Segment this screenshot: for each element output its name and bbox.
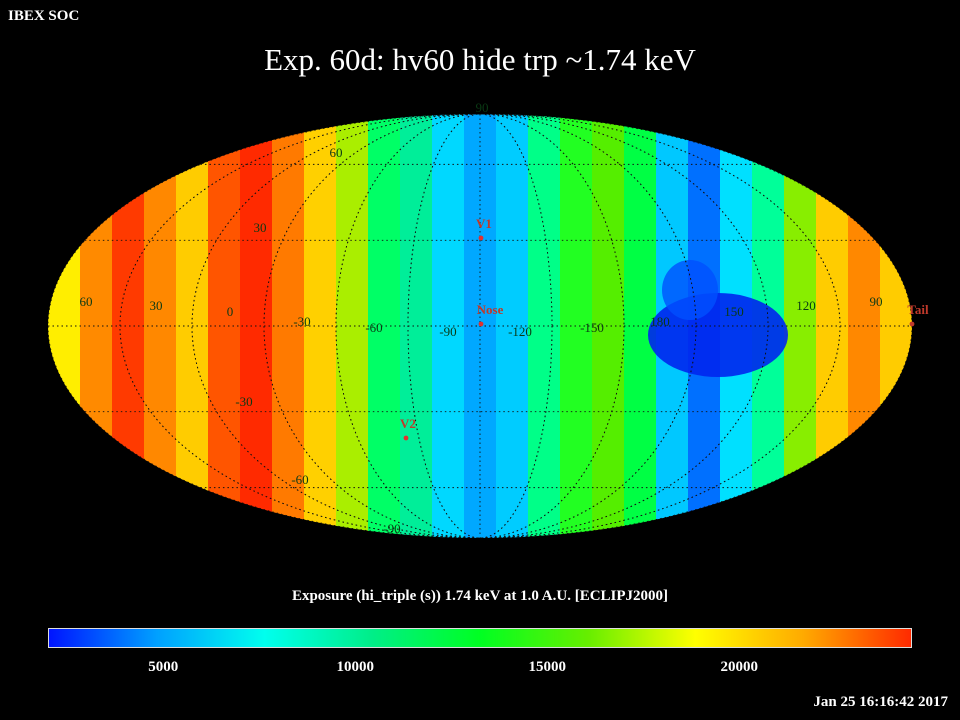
colorbar-label: Exposure (hi_triple (s)) 1.74 keV at 1.0… [291, 588, 669, 604]
latitude-label: 30 [254, 220, 267, 235]
longitude-label: 150 [724, 304, 744, 319]
longitude-label: -30 [293, 314, 310, 329]
marker-tail-dot[interactable] [909, 321, 915, 327]
markers: V1 Nose V2 Tail [400, 216, 929, 441]
marker-nose-label: Nose [477, 302, 504, 317]
latitude-label: -60 [291, 472, 308, 487]
colorbar-tick: 15000 [528, 659, 566, 675]
longitude-label: 180 [650, 314, 670, 329]
latitude-label: -90 [383, 521, 400, 536]
longitude-label: -60 [365, 320, 382, 335]
colorbar-tick: 5000 [148, 659, 179, 675]
map-title: Exp. 60d: hv60 hide trp ~1.74 keV [264, 42, 696, 77]
graticule [48, 114, 912, 538]
marker-v2-dot[interactable] [403, 435, 409, 441]
marker-v1-dot[interactable] [478, 235, 484, 241]
marker-v1-label: V1 [476, 216, 492, 231]
longitude-label: -120 [508, 324, 532, 339]
longitude-label: 30 [150, 298, 163, 313]
marker-nose-dot[interactable] [478, 321, 484, 327]
latitude-label: 60 [330, 145, 343, 160]
graticule-labels: 60 30 0 -30 -60 -90 -120 -150 180 150 120 90 90 60 30 -… [80, 100, 883, 536]
longitude-label: 120 [796, 298, 816, 313]
latitude-label: 90 [476, 100, 489, 115]
longitude-label: -150 [580, 320, 604, 335]
timestamp: Jan 25 16:16:42 2017 [813, 694, 948, 710]
app-label: IBEX SOC [8, 8, 80, 24]
marker-tail-label: Tail [907, 302, 929, 317]
longitude-label: -90 [439, 324, 456, 339]
colorbar-tick: 10000 [336, 659, 374, 675]
marker-v2-label: V2 [400, 416, 416, 431]
longitude-label: 90 [870, 294, 883, 309]
longitude-label: 0 [227, 304, 234, 319]
colorbar-tick: 20000 [720, 659, 758, 675]
latitude-label: -30 [235, 394, 252, 409]
colorbar [48, 628, 912, 648]
longitude-label: 60 [80, 294, 93, 309]
